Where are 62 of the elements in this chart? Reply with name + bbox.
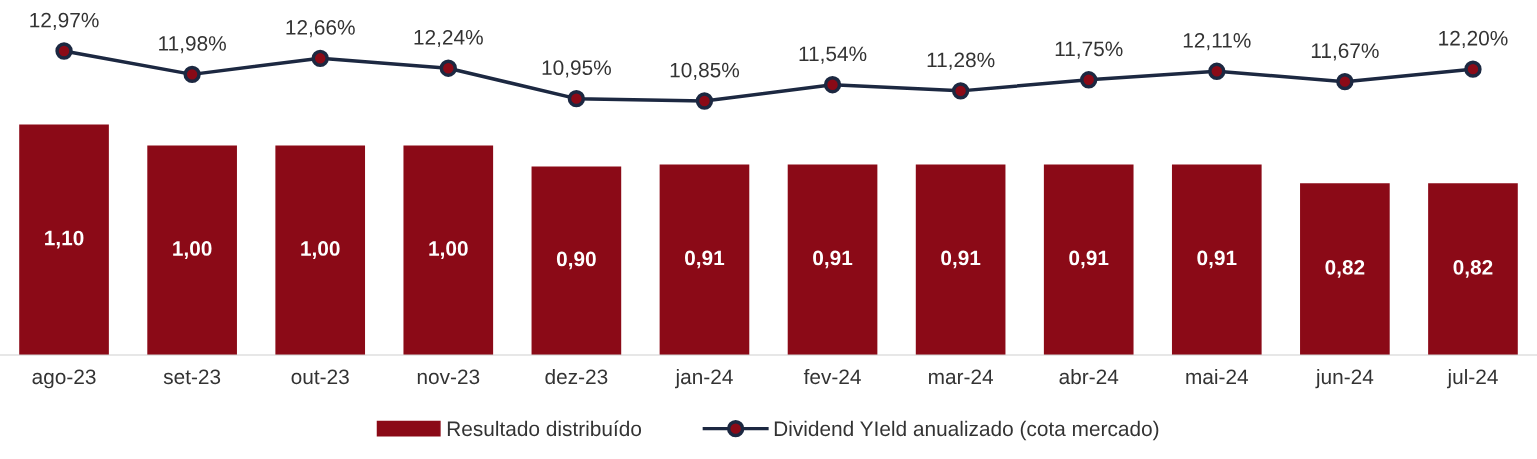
data-label: 11,28% [927, 52, 995, 70]
point [1208, 62, 1226, 80]
x-tick-label: jun-24 [1315, 368, 1374, 389]
bar [275, 145, 366, 355]
point [439, 59, 457, 77]
data-label: 0,90 [556, 251, 596, 270]
point [951, 82, 970, 100]
x-tick-label: out-23 [291, 369, 349, 385]
x-tick-label: jan-24 [675, 368, 733, 389]
point [695, 92, 714, 110]
data-label: 1,00 [429, 241, 468, 259]
x-tick-label: mar-24 [929, 369, 994, 385]
point [55, 42, 73, 60]
data-label: 11,67% [1311, 43, 1379, 61]
bar [659, 164, 750, 355]
bar [403, 145, 494, 355]
point [311, 49, 329, 67]
x-tick-label: fev-24 [803, 368, 861, 385]
x-tick-label: dez-23 [545, 368, 608, 385]
x-tick-label: set-23 [163, 369, 221, 385]
data-label: 10,95% [542, 60, 611, 78]
x-tick-label: ago-23 [32, 369, 96, 389]
data-label: 11,54% [799, 46, 867, 64]
data-label: 0,82 [1453, 259, 1493, 278]
data-label: 1,10 [45, 230, 84, 249]
bar [19, 124, 109, 355]
data-label: 0,82 [1325, 259, 1365, 278]
data-label: 10,85% [670, 62, 740, 80]
data-label: 12,24% [414, 29, 483, 48]
bar [915, 164, 1006, 355]
data-label: 12,66% [286, 20, 355, 38]
legend-label: Dividend YIeld anualizado (cota mercado) [774, 420, 1159, 441]
data-label: 0,91 [941, 250, 981, 269]
bar [1428, 183, 1518, 355]
data-label: 1,00 [301, 241, 340, 259]
x-tick-label: nov-23 [417, 369, 480, 385]
data-label: 0,91 [1069, 250, 1109, 269]
data-label: 12,11% [1183, 32, 1251, 51]
bar [531, 166, 622, 355]
bar [147, 145, 237, 355]
point [567, 89, 586, 108]
point [823, 76, 842, 94]
data-label: 0,91 [685, 250, 725, 269]
x-tick-label: jul-24 [1446, 368, 1498, 389]
data-label: 12,97% [30, 12, 99, 30]
point [1080, 71, 1098, 89]
bar [1300, 183, 1390, 355]
point [183, 65, 201, 84]
legend-label: Resultado distribuído [447, 420, 642, 437]
data-label: 12,20% [1439, 30, 1508, 49]
bar [1043, 164, 1134, 355]
data-label: 0,91 [813, 250, 853, 269]
point [1336, 72, 1354, 91]
x-tick-label: mai-24 [1186, 368, 1249, 385]
data-label: 0,91 [1197, 250, 1237, 269]
data-label: 11,98% [159, 36, 226, 54]
data-label: 1,00 [173, 241, 212, 259]
point [1464, 60, 1482, 78]
bar [787, 164, 878, 355]
x-tick-label: abr-24 [1059, 368, 1119, 385]
bar [1171, 164, 1262, 355]
data-label: 11,75% [1055, 41, 1123, 59]
